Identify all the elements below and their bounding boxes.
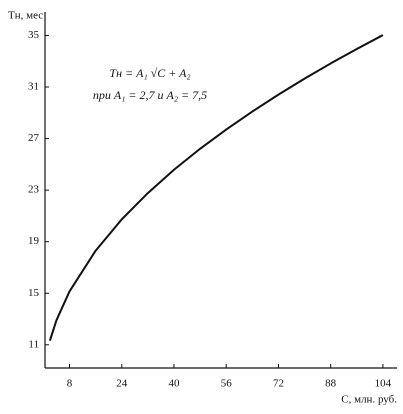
x-tick-label: 40 <box>168 378 180 390</box>
y-tick-label: 11 <box>28 338 39 350</box>
y-tick-label: 23 <box>28 184 40 196</box>
formula: Tн = A₁ √C + A₂ <box>109 66 190 80</box>
y-tick-label: 19 <box>28 235 40 247</box>
y-tick-label: 27 <box>28 132 40 144</box>
x-tick-label: 56 <box>221 378 233 390</box>
x-tick-label: 72 <box>273 378 284 390</box>
x-tick-label: 8 <box>67 378 73 390</box>
y-axis-label: Tн, мес <box>8 10 43 22</box>
y-tick-label: 31 <box>28 81 39 93</box>
x-tick-label: 104 <box>375 378 392 390</box>
x-tick-label: 24 <box>116 378 128 390</box>
y-tick-label: 15 <box>28 287 40 299</box>
x-axis-label: C, млн. руб. <box>341 394 397 406</box>
line-series <box>48 34 384 341</box>
x-tick-label: 88 <box>325 378 337 390</box>
y-tick-label: 35 <box>28 29 40 41</box>
formula-params: при A₁ = 2,7 и A₂ = 7,5 <box>93 88 207 102</box>
